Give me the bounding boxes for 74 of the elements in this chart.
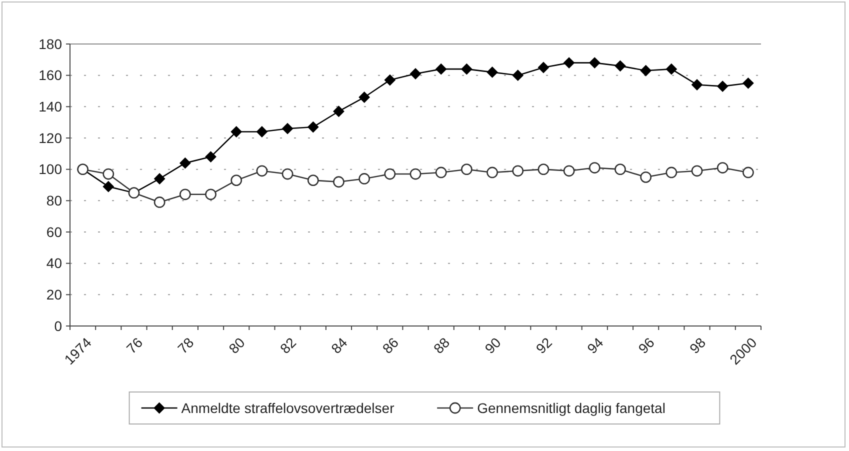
y-tick-label: 40 — [46, 255, 62, 272]
x-tick-label: 88 — [430, 334, 453, 357]
x-tick-label: 96 — [635, 334, 658, 357]
point — [256, 165, 268, 177]
point — [460, 164, 472, 176]
x-tick-label: 80 — [226, 334, 248, 357]
legend-label: Anmeldte straffelovsovertrædelser — [181, 400, 395, 416]
y-tick-label: 0 — [54, 318, 62, 334]
point — [358, 92, 370, 103]
point — [154, 196, 166, 208]
point — [102, 168, 114, 180]
point — [486, 166, 498, 178]
point — [230, 126, 242, 138]
point — [384, 74, 396, 86]
y-tick-label: 140 — [38, 98, 62, 115]
x-tick-label: 78 — [174, 334, 197, 357]
point — [692, 79, 703, 90]
point — [384, 168, 396, 180]
point — [564, 57, 575, 68]
x-tick-label: 76 — [123, 334, 146, 357]
x-tick-label: 94 — [584, 334, 606, 357]
point — [640, 171, 652, 183]
point — [205, 151, 216, 162]
point — [358, 173, 370, 184]
x-tick-label: 92 — [532, 334, 556, 357]
point — [742, 166, 754, 178]
point — [691, 165, 703, 177]
point — [461, 64, 472, 75]
point — [179, 188, 191, 200]
point — [589, 57, 600, 68]
point — [563, 165, 575, 177]
point — [230, 174, 242, 186]
point — [308, 122, 319, 133]
point — [102, 181, 114, 192]
point — [588, 162, 600, 174]
point — [410, 168, 422, 180]
point — [410, 68, 421, 80]
point — [716, 162, 728, 174]
point — [256, 126, 268, 138]
x-tick-label: 86 — [379, 334, 402, 357]
point — [538, 164, 550, 176]
point — [486, 66, 498, 78]
point — [614, 164, 626, 176]
point — [512, 165, 524, 177]
point — [180, 158, 191, 169]
point — [436, 64, 447, 75]
point — [307, 174, 319, 186]
point — [538, 62, 549, 73]
point — [614, 60, 626, 72]
point — [333, 176, 344, 188]
x-tick-label: 84 — [328, 334, 350, 357]
point — [512, 70, 524, 81]
point — [435, 166, 447, 178]
point — [333, 106, 344, 117]
y-tick-label: 60 — [46, 224, 62, 240]
y-tick-label: 100 — [38, 161, 62, 178]
point — [282, 168, 294, 180]
point — [640, 65, 652, 76]
point — [742, 78, 754, 89]
x-tick-label: 90 — [482, 334, 504, 357]
point — [717, 80, 728, 92]
x-tick-label: 98 — [686, 334, 709, 357]
point — [154, 173, 166, 184]
y-tick-label: 120 — [38, 130, 62, 146]
point — [282, 123, 294, 134]
y-tick-label: 160 — [38, 67, 62, 84]
y-tick-label: 20 — [46, 286, 62, 303]
point — [205, 188, 216, 200]
y-tick-label: 80 — [46, 192, 62, 209]
x-tick-label: 82 — [276, 334, 300, 357]
y-tick-label: 180 — [38, 36, 62, 52]
point — [666, 64, 677, 75]
legend-label: Gennemsnitligt daglig fangetal — [477, 400, 666, 416]
point — [666, 166, 678, 178]
